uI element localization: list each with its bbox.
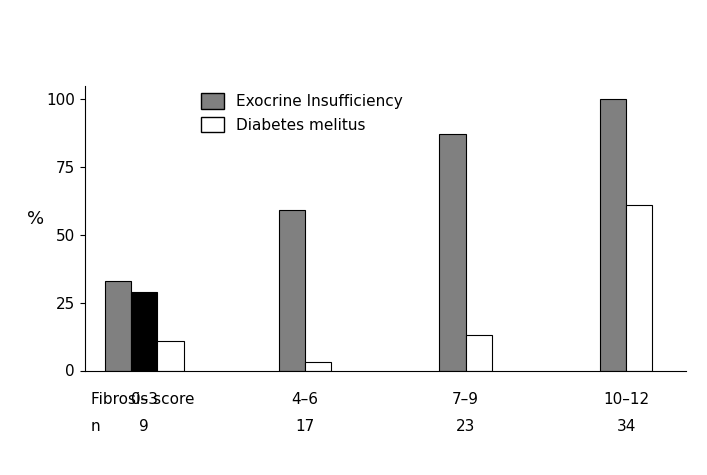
Text: 23: 23 bbox=[456, 419, 475, 434]
Bar bbox=[105, 281, 132, 370]
Bar bbox=[440, 134, 466, 370]
Bar bbox=[626, 205, 653, 370]
Text: 34: 34 bbox=[617, 419, 636, 434]
Text: n: n bbox=[90, 419, 100, 434]
Bar bbox=[305, 362, 331, 370]
Bar bbox=[132, 292, 158, 370]
Text: 9: 9 bbox=[139, 419, 149, 434]
Bar bbox=[279, 210, 305, 370]
Bar bbox=[158, 341, 184, 370]
Text: 17: 17 bbox=[296, 419, 315, 434]
Text: Fibrosis score: Fibrosis score bbox=[90, 392, 194, 407]
Legend: Exocrine Insufficiency, Diabetes melitus: Exocrine Insufficiency, Diabetes melitus bbox=[201, 93, 402, 133]
Bar bbox=[600, 99, 626, 370]
Text: 7–9: 7–9 bbox=[452, 392, 479, 407]
Y-axis label: %: % bbox=[27, 210, 44, 228]
Bar bbox=[466, 335, 492, 370]
Text: 0–3: 0–3 bbox=[131, 392, 158, 407]
Text: 10–12: 10–12 bbox=[603, 392, 649, 407]
Text: 4–6: 4–6 bbox=[291, 392, 318, 407]
